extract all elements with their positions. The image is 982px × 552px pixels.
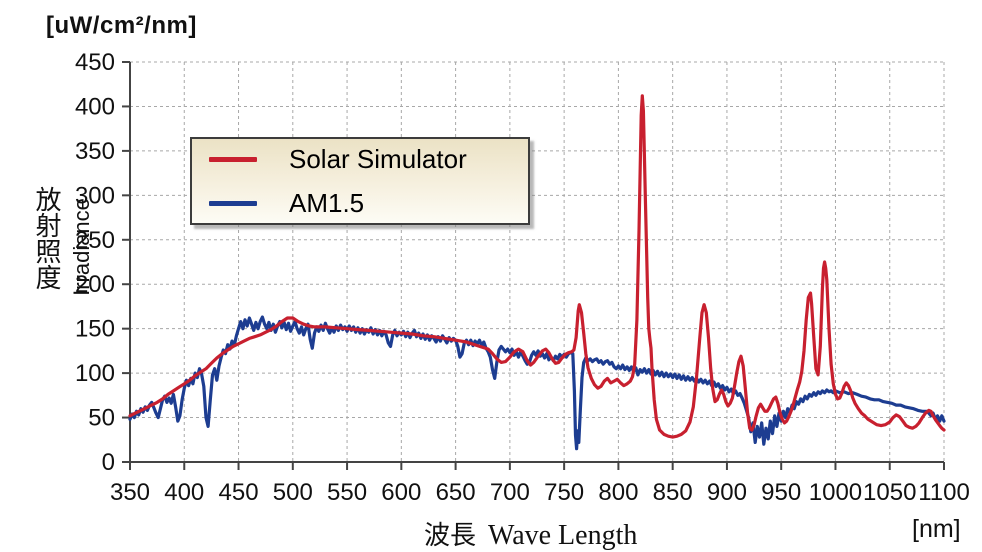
x-tick-label: 400 — [164, 479, 204, 506]
y-tick-label: 100 — [75, 360, 115, 387]
chart-legend: Solar Simulator AM1.5 — [190, 137, 530, 225]
y-tick-label: 200 — [75, 271, 115, 298]
solar-simulator-line-swatch — [209, 156, 257, 162]
x-tick-label: 950 — [761, 479, 801, 506]
y-axis-unit-title: [uW/cm²/nm] — [46, 12, 197, 39]
x-tick-label: 650 — [436, 479, 476, 506]
am15-line — [128, 315, 946, 451]
y-tick-label: 150 — [75, 316, 115, 343]
x-tick-label: 1100 — [918, 479, 970, 506]
x-tick-label: 750 — [544, 479, 584, 506]
y-tick-label: 0 — [102, 449, 115, 476]
x-tick-label: 1000 — [809, 479, 862, 506]
y-tick-label: 450 — [75, 49, 115, 76]
x-axis-label-english: Wave Length — [488, 520, 638, 551]
y-tick-label: 400 — [75, 93, 115, 120]
x-tick-label: 350 — [110, 479, 150, 506]
x-tick-label: 800 — [598, 479, 638, 506]
x-tick-label: 1050 — [863, 479, 916, 506]
x-tick-label: 850 — [653, 479, 693, 506]
am15-line-swatch — [209, 200, 257, 206]
y-tick-label: 350 — [75, 138, 115, 165]
legend-item-am15: AM1.5 — [209, 188, 528, 219]
legend-label-am15: AM1.5 — [289, 187, 365, 218]
x-axis-label-japanese: 波長 — [424, 520, 477, 550]
y-axis-label-japanese: 放射照度 — [32, 186, 62, 290]
solar-simulator-line — [128, 94, 946, 439]
x-tick-label: 500 — [273, 479, 313, 506]
y-tick-label: 300 — [75, 182, 115, 209]
x-axis-unit: [nm] — [912, 515, 961, 543]
y-tick-label: 50 — [88, 405, 115, 432]
x-tick-label: 700 — [490, 479, 530, 506]
y-tick-label: 250 — [75, 227, 115, 254]
x-tick-label: 450 — [219, 479, 259, 506]
legend-label-solar-simulator: Solar Simulator — [289, 143, 467, 174]
x-tick-label: 900 — [707, 479, 747, 506]
legend-item-solar-simulator: Solar Simulator — [209, 144, 528, 175]
x-tick-label: 600 — [381, 479, 421, 506]
x-axis-label: 波長 Wave Length — [424, 515, 637, 552]
x-tick-label: 550 — [327, 479, 367, 506]
